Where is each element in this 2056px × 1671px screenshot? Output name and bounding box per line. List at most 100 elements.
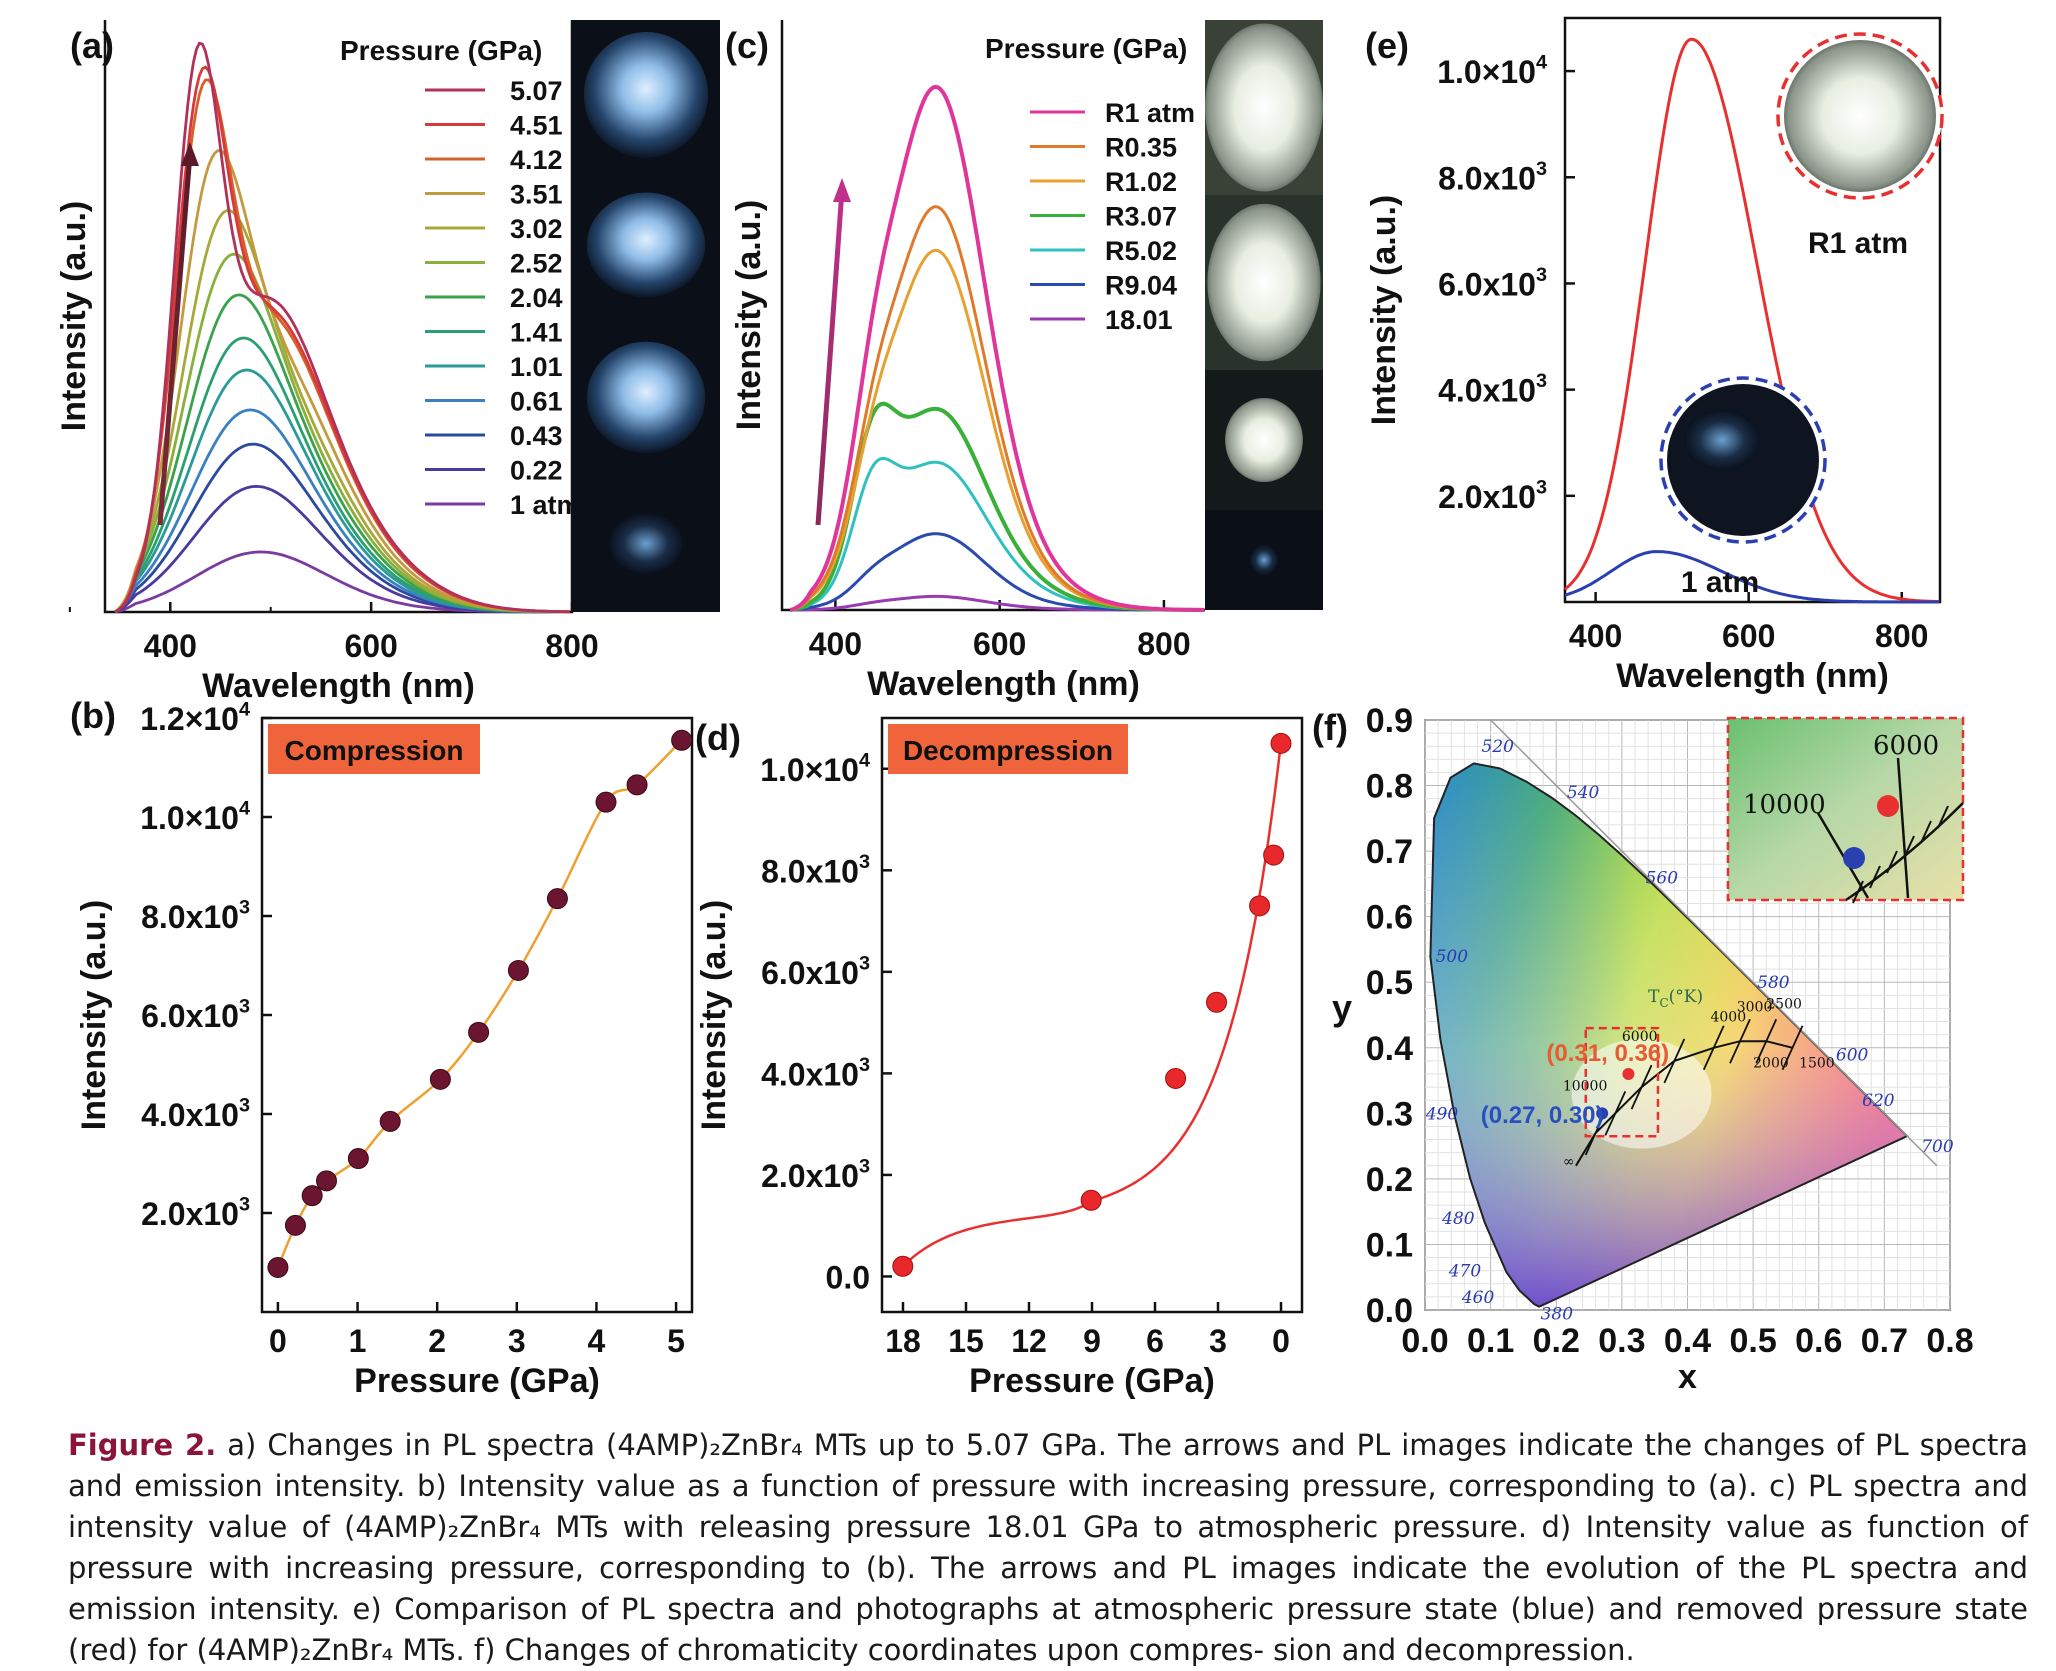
panel-b-xtick-label: 4 bbox=[588, 1323, 606, 1359]
panel-f-wavelength-label: 520 bbox=[1482, 737, 1515, 757]
panel-e-ytick-label: 4.0x103 bbox=[1438, 370, 1547, 408]
panel-b-data-point bbox=[507, 959, 529, 981]
panel-f-ytick-label: 0.9 bbox=[1366, 702, 1413, 740]
panel-c-legend-label: R0.35 bbox=[1105, 133, 1177, 163]
panel-b-xtick-label: 2 bbox=[428, 1323, 446, 1359]
panel-a-legend-label: 3.02 bbox=[510, 214, 563, 244]
panel-f-tc-label: TC(°K) bbox=[1648, 987, 1703, 1010]
panel-d-data-point bbox=[1263, 844, 1285, 866]
panel-f-isotherm bbox=[1781, 1025, 1804, 1071]
panel-a-arrow-head bbox=[181, 142, 199, 166]
panel-a-xtick-label: 800 bbox=[545, 628, 598, 664]
caption-line-2: intensity. b) Intensity value as a funct… bbox=[68, 1469, 2028, 1544]
panel-e-xtick-label: 800 bbox=[1875, 618, 1928, 654]
panel-d-ytick-label: 1.0×104 bbox=[760, 749, 870, 787]
figure-2: 400 600 800 Wavelength (nm) Intensity (a.u.)… bbox=[55, 16, 1974, 1400]
panel-f-inset-tick bbox=[1937, 805, 1949, 829]
panel-d-data-point bbox=[892, 1255, 914, 1277]
panel-f-wavelength-label: 600 bbox=[1836, 1045, 1869, 1065]
panel-b-data-point bbox=[546, 888, 568, 910]
panel-f-temperature-label: 2000 bbox=[1753, 1055, 1789, 1071]
panel-d-xtick-label: 15 bbox=[948, 1323, 984, 1359]
panel-e-annotation-blue: 1 atm bbox=[1681, 566, 1759, 599]
panel-f-xtick-label: 0.3 bbox=[1598, 1322, 1645, 1360]
panel-c-legend-label: R9.04 bbox=[1105, 271, 1177, 301]
panel-e-xtick-label: 600 bbox=[1722, 618, 1775, 654]
panel-d-xtick-label: 3 bbox=[1209, 1323, 1227, 1359]
panel-a-label: (a) bbox=[70, 25, 114, 66]
panel-a-photo-2 bbox=[586, 192, 706, 298]
caption-line-1: a) Changes in PL spectra (4AMP)₂ZnBr₄ MT… bbox=[68, 1428, 2029, 1503]
panel-f-xtick-label: 0.5 bbox=[1729, 1322, 1776, 1360]
panel-a-series-1atm bbox=[114, 550, 570, 614]
panel-c-xtick-label: 600 bbox=[973, 626, 1026, 662]
panel-c-arrow-head bbox=[833, 178, 851, 202]
panel-c-arrow bbox=[815, 178, 851, 526]
panel-f-wavelength-label: 500 bbox=[1436, 947, 1469, 967]
panel-d-xtick-label: 0 bbox=[1272, 1323, 1290, 1359]
panel-f-temperature-label: 6000 bbox=[1622, 1029, 1658, 1045]
panel-f-wavelength-label: 560 bbox=[1646, 868, 1679, 888]
panel-f-ytick-label: 0.3 bbox=[1366, 1095, 1413, 1133]
panel-c-legend-label: R1.02 bbox=[1105, 167, 1177, 197]
panel-a-arrow bbox=[157, 142, 199, 526]
panel-b-data-point bbox=[301, 1185, 323, 1207]
panel-f-isotherm bbox=[1604, 1090, 1627, 1136]
panel-d-data-point bbox=[1249, 895, 1271, 917]
panel-b-axes bbox=[260, 716, 694, 1314]
panel-b-ytick-label: 1.2×104 bbox=[140, 699, 250, 737]
panel-f-wavelength-label: 460 bbox=[1461, 1288, 1495, 1308]
panel-e-ylabel: Intensity (a.u.) bbox=[1365, 195, 1403, 425]
panel-a-legend-label: 1 atm bbox=[510, 490, 581, 520]
panel-f-xtick-label: 0.6 bbox=[1795, 1322, 1842, 1360]
panel-a-legend-label: 1.01 bbox=[510, 352, 563, 382]
panel-a-legend-label: 0.22 bbox=[510, 456, 563, 486]
panel-d-data-point bbox=[1080, 1189, 1102, 1211]
panel-b-data-point bbox=[595, 791, 617, 813]
panel-f-label: (f) bbox=[1312, 707, 1348, 748]
panel-c-photo-4 bbox=[1249, 545, 1279, 575]
panel-b-ylabel: Intensity (a.u.) bbox=[75, 900, 113, 1130]
panel-d-xtick-label: 9 bbox=[1083, 1323, 1101, 1359]
panel-a-xlabel: Wavelength (nm) bbox=[202, 667, 475, 705]
panel-b-xtick-label: 0 bbox=[269, 1323, 287, 1359]
panel-e-photo-blue bbox=[1684, 410, 1760, 470]
panel-e-label: (e) bbox=[1365, 25, 1409, 66]
panel-f-ytick-label: 0.1 bbox=[1366, 1226, 1413, 1264]
panel-c-series-R9.04 bbox=[790, 532, 1205, 612]
panel-d-xtick-label: 12 bbox=[1011, 1323, 1047, 1359]
panel-f-inset-isotherm-10000 bbox=[1816, 812, 1870, 899]
panel-b-mode-label: Compression bbox=[285, 735, 464, 766]
panel-b-data-point bbox=[468, 1021, 490, 1043]
panel-d-data-point bbox=[1165, 1067, 1187, 1089]
panel-e-ytick-label: 2.0x103 bbox=[1438, 476, 1547, 514]
panel-f-ytick-label: 0.5 bbox=[1366, 964, 1413, 1002]
panel-c-legend-label: R5.02 bbox=[1105, 236, 1177, 266]
panel-d-mode-label: Decompression bbox=[903, 735, 1113, 766]
panel-a-legend-label: 4.51 bbox=[510, 111, 563, 141]
caption-line-6: sion and decompression. bbox=[1273, 1633, 1635, 1667]
panel-f-xtick-label: 0.0 bbox=[1401, 1322, 1448, 1360]
panel-a-series-1.41 bbox=[114, 336, 570, 614]
panel-f-inset-point-blue bbox=[1843, 847, 1865, 869]
panel-b-data-point bbox=[316, 1170, 337, 1192]
panel-c-xtick-label: 800 bbox=[1137, 626, 1190, 662]
panel-a-photo-1 bbox=[583, 32, 709, 158]
panel-b-fit-curve bbox=[276, 739, 683, 1268]
panel-b-ytick-label: 6.0x103 bbox=[141, 996, 250, 1034]
panel-b-ytick-label: 4.0x103 bbox=[141, 1095, 250, 1133]
panel-d-ytick-label: 2.0x103 bbox=[761, 1156, 870, 1194]
panel-e-xlabel: Wavelength (nm) bbox=[1616, 657, 1889, 695]
panel-e-ytick-label: 6.0x103 bbox=[1438, 264, 1547, 302]
panel-f-inset-tick bbox=[1852, 880, 1864, 904]
panel-d-ytick-label: 4.0x103 bbox=[761, 1054, 870, 1092]
panel-b-data-point bbox=[671, 729, 693, 751]
panel-f-temperature-label: 1500 bbox=[1799, 1055, 1835, 1071]
panel-f-ytick-label: 0.2 bbox=[1366, 1161, 1413, 1199]
panel-b-xtick-label: 3 bbox=[508, 1323, 526, 1359]
panel-f-inset-tick bbox=[1920, 820, 1932, 844]
panel-a-xtick-label: 400 bbox=[144, 628, 197, 664]
panel-f-temperature-label: 2500 bbox=[1766, 996, 1802, 1012]
panel-e-photo-red bbox=[1784, 40, 1936, 192]
